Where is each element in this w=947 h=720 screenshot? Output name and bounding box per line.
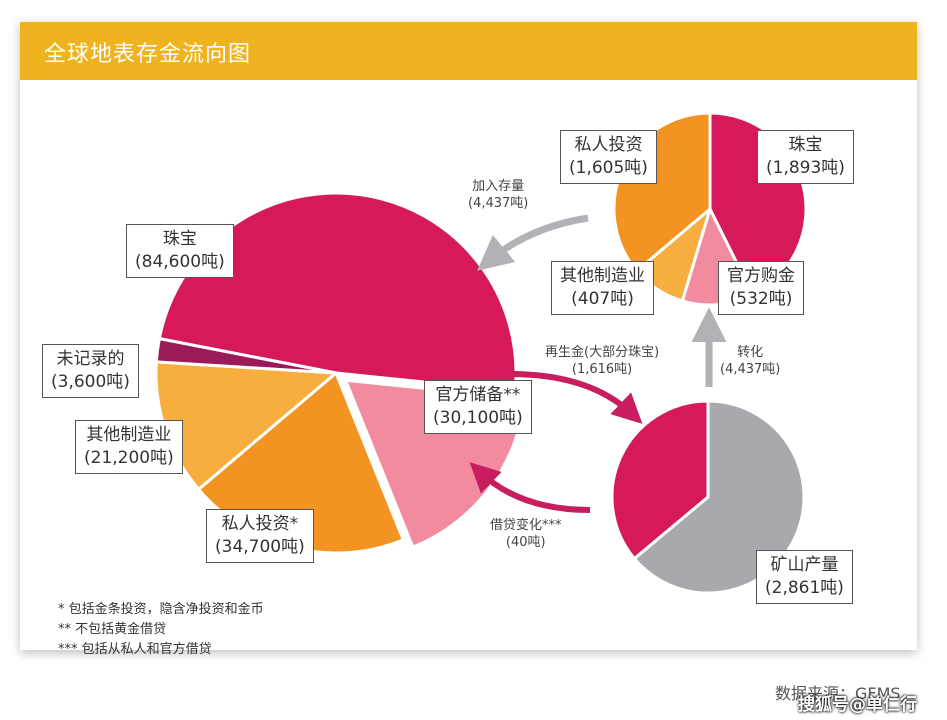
flow-label-lending: 借贷变化*** (40吨) — [490, 518, 562, 550]
label-stock-other-fabrication: 其他制造业 (21,200吨) — [75, 420, 183, 474]
flow-arrow-recycle — [509, 371, 643, 424]
footnote: ** 不包括黄金借贷 — [58, 622, 167, 637]
pie-slice — [610, 399, 710, 561]
pie-slice — [632, 399, 806, 595]
label-stock-official-holdings: 官方储备** (30,100吨) — [424, 380, 532, 434]
flow-label-convert: 转化 (4,437吨) — [720, 345, 781, 377]
flow-label-recycle: 再生金(大部分珠宝) (1,616吨) — [545, 345, 660, 377]
footnote: * 包括金条投资，隐含净投资和金币 — [58, 602, 264, 617]
label-supply-mine-production: 矿山产量 (2,861吨) — [756, 550, 853, 604]
pie-slice — [154, 337, 338, 375]
chart-card: 全球地表存金流向图 珠宝 (84,600吨) 未记录的 (3,600吨) 其他制… — [20, 22, 917, 657]
flow-label-add-stock: 加入存量 (4,437吨) — [468, 179, 529, 211]
pie-annual-supply — [610, 399, 806, 595]
source-note: 数据来源：GFMS — [775, 684, 901, 703]
flow-arrow-lending — [469, 462, 591, 513]
flow-arrow-add-stock — [477, 214, 589, 271]
label-demand-other-fabrication: 其他制造业 (407吨) — [551, 261, 654, 315]
footnote: *** 包括从私人和官方借贷 — [58, 642, 212, 657]
watermark: 搜狐号@单仁行 — [798, 695, 917, 715]
label-demand-official-purchases: 官方购金 (532吨) — [718, 261, 804, 315]
label-stock-jewellery: 珠宝 (84,600吨) — [126, 224, 234, 278]
chart-title: 全球地表存金流向图 — [44, 42, 252, 67]
label-stock-private-investment: 私人投资* (34,700吨) — [206, 509, 314, 563]
label-demand-private-investment: 私人投资 (1,605吨) — [560, 130, 657, 184]
label-demand-jewellery: 珠宝 (1,893吨) — [757, 130, 854, 184]
label-stock-unaccounted: 未记录的 (3,600吨) — [42, 344, 139, 398]
footnotes: * 包括金条投资，隐含净投资和金币 ** 不包括黄金借贷 *** 包括从私人和官… — [58, 600, 264, 660]
title-bar: 全球地表存金流向图 — [20, 22, 917, 80]
